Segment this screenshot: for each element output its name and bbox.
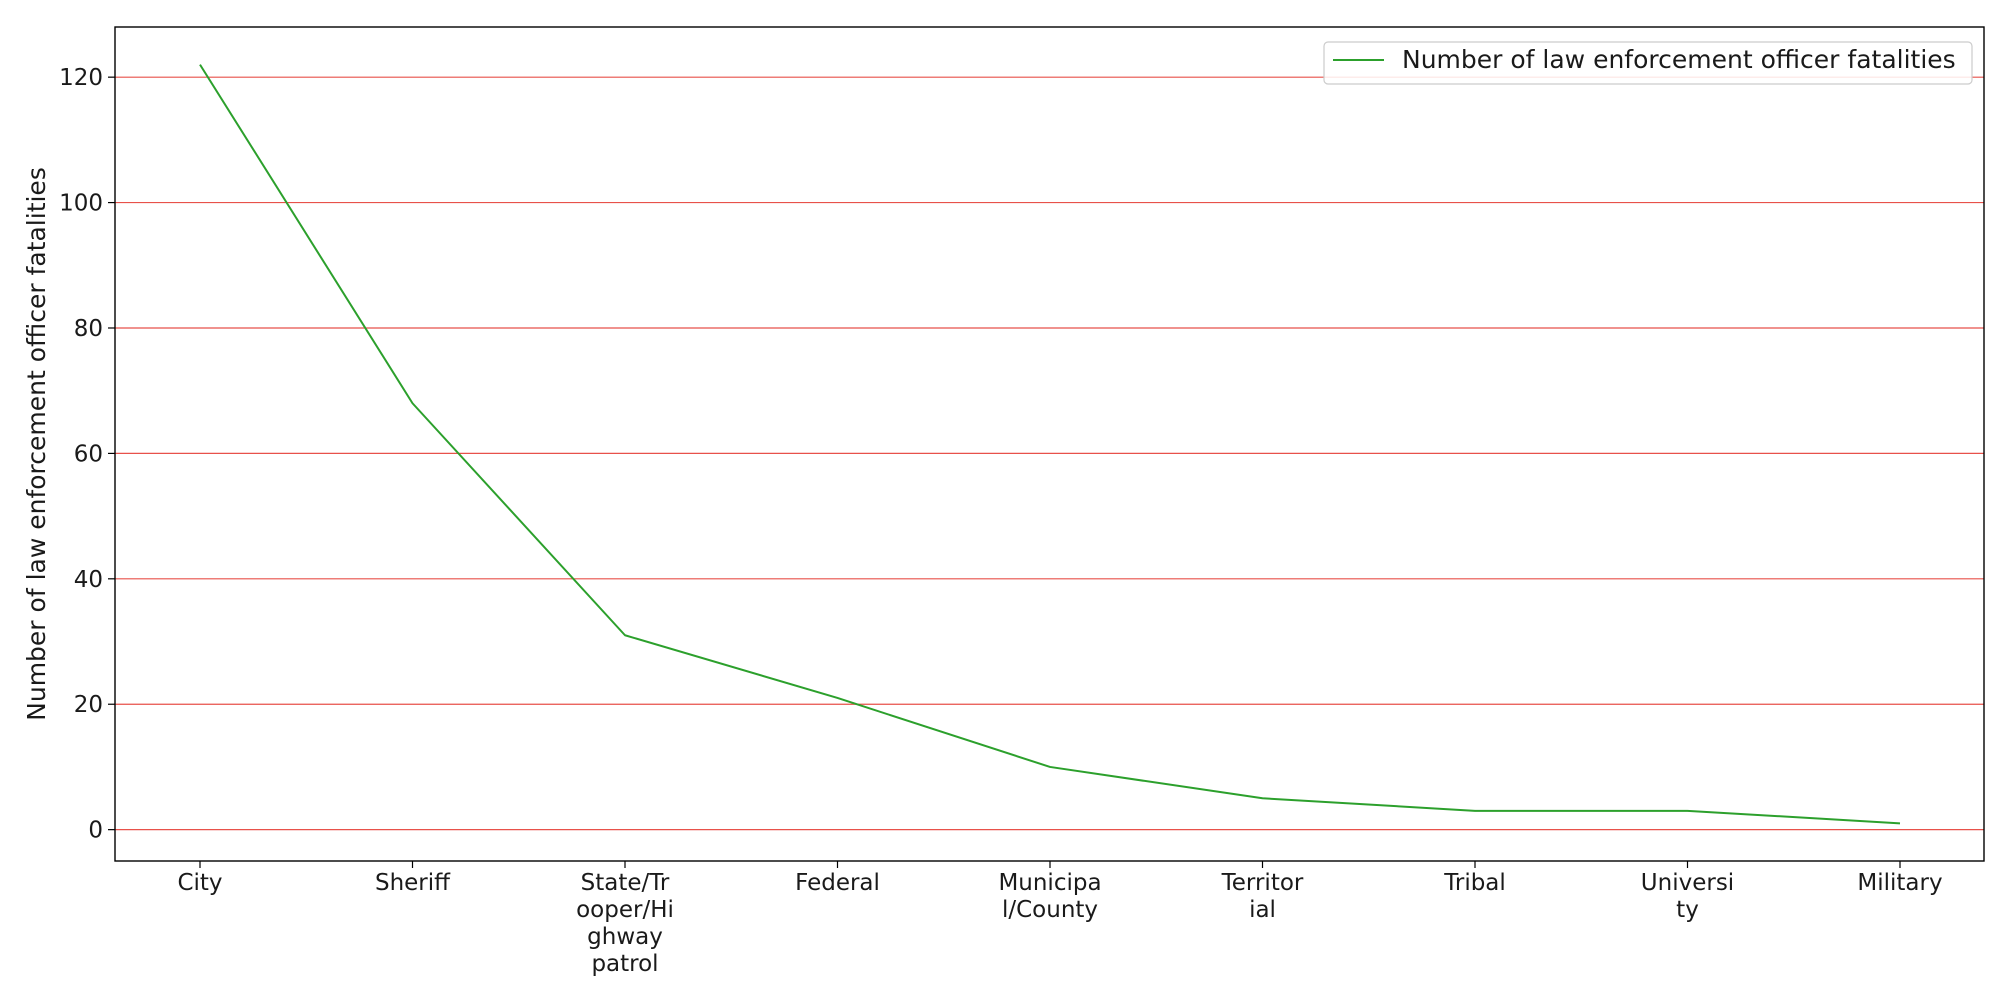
y-tick-label: 120 <box>59 65 103 91</box>
y-tick-label: 0 <box>88 818 103 844</box>
x-tick-label: Territor ial <box>1221 870 1304 923</box>
x-tick-label: Sheriff <box>375 870 451 896</box>
x-tick-label: Military <box>1857 870 1942 896</box>
legend-box <box>1323 41 1973 85</box>
y-axis: 0 20 40 60 80 100 120 <box>59 65 115 844</box>
series-line <box>199 64 1901 825</box>
y-tick-label: 20 <box>74 692 103 718</box>
x-tick-label: Tribal <box>1443 870 1506 896</box>
x-tick-label: Universi ty <box>1641 870 1734 923</box>
y-tick-label: 40 <box>74 567 103 593</box>
x-tick-label: Federal <box>795 870 880 896</box>
y-tick-label: 80 <box>74 316 103 342</box>
x-axis: City Sheriff State/Tr ooper/Hi ghway patrol Fe… <box>177 861 1943 977</box>
x-tick-label: City <box>177 870 222 896</box>
x-tick-label: Municipa l/County <box>998 870 1101 923</box>
legend-label: Number of law enforcement officer fatali… <box>1402 45 1956 74</box>
x-tick-label: State/Tr ooper/Hi ghway patrol <box>576 870 674 977</box>
y-tick-label: 100 <box>59 191 103 217</box>
grid-lines <box>115 76 1984 831</box>
series-layer <box>199 64 1901 825</box>
legend: Number of law enforcement officer fatali… <box>1323 41 1973 85</box>
y-axis-title: Number of law enforcement officer fatali… <box>22 167 51 721</box>
plot-frame <box>114 26 1985 862</box>
y-tick-label: 60 <box>74 441 103 467</box>
